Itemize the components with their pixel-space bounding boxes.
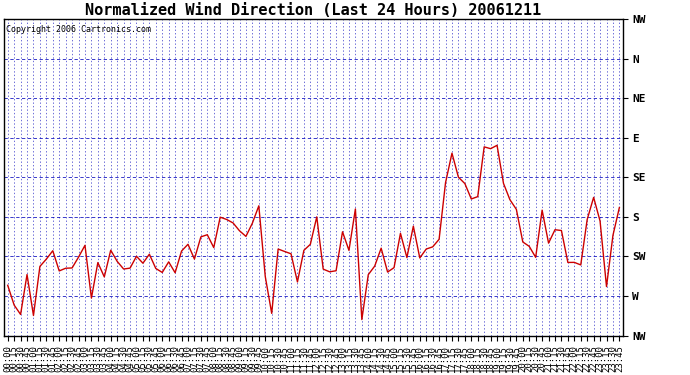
Text: Copyright 2006 Cartronics.com: Copyright 2006 Cartronics.com — [6, 25, 150, 34]
Title: Normalized Wind Direction (Last 24 Hours) 20061211: Normalized Wind Direction (Last 24 Hours… — [86, 3, 542, 18]
